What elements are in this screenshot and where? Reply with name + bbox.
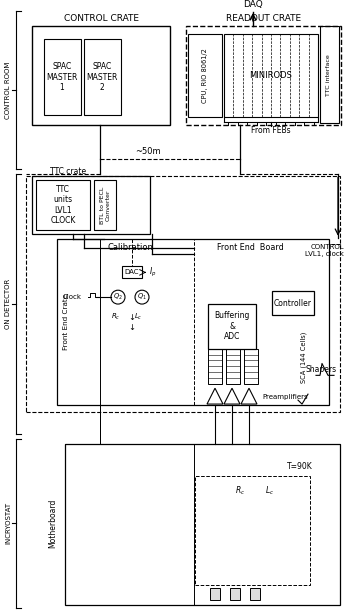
Text: Calibration: Calibration — [107, 243, 153, 252]
Bar — [224, 34, 318, 117]
Bar — [65, 443, 340, 605]
Text: ~50m: ~50m — [135, 147, 161, 156]
Text: TTC interface: TTC interface — [326, 54, 331, 96]
Text: $\downarrow$: $\downarrow$ — [126, 322, 135, 332]
Text: Front End Crate: Front End Crate — [63, 294, 69, 350]
Bar — [195, 476, 310, 585]
Bar — [208, 348, 222, 384]
Bar — [186, 26, 341, 125]
Text: $\downarrow$: $\downarrow$ — [126, 312, 135, 322]
Bar — [36, 181, 90, 230]
Text: $Q_1$: $Q_1$ — [137, 292, 147, 302]
Text: ON DETECTOR: ON DETECTOR — [5, 279, 11, 329]
Text: TTC
units
LVL1
CLOCK: TTC units LVL1 CLOCK — [50, 185, 76, 225]
Bar — [226, 348, 240, 384]
Text: Shapers: Shapers — [305, 365, 336, 374]
Bar — [32, 26, 170, 125]
Bar — [272, 291, 314, 315]
Text: $L_c$: $L_c$ — [265, 485, 275, 497]
Bar — [94, 181, 116, 230]
Text: MINIRODS: MINIRODS — [250, 71, 293, 80]
Text: INCRYOSTAT: INCRYOSTAT — [5, 502, 11, 545]
Bar — [250, 588, 260, 600]
Text: CONTROL ROOM: CONTROL ROOM — [5, 62, 11, 119]
Text: READOUT CRATE: READOUT CRATE — [226, 15, 301, 23]
Text: SPAC
MASTER
2: SPAC MASTER 2 — [86, 62, 118, 92]
Bar — [230, 588, 240, 600]
Text: CPU, RIO 8061/2: CPU, RIO 8061/2 — [202, 48, 208, 102]
Text: Clock: Clock — [63, 294, 82, 300]
Bar — [210, 588, 220, 600]
Text: SCA (144 Cells): SCA (144 Cells) — [301, 332, 307, 383]
Text: Buffering
&
ADC: Buffering & ADC — [214, 312, 250, 341]
Text: DAQ: DAQ — [243, 0, 263, 9]
Text: $R_c$: $R_c$ — [235, 485, 245, 497]
Text: $I_p$: $I_p$ — [149, 266, 157, 279]
Bar — [208, 304, 256, 348]
Bar — [244, 348, 258, 384]
Bar — [122, 267, 142, 278]
Bar — [188, 34, 222, 117]
Text: BTL to PECL
Converter: BTL to PECL Converter — [99, 187, 111, 224]
Text: $Q_2$: $Q_2$ — [113, 292, 123, 302]
Bar — [84, 38, 121, 115]
Text: $L_c$: $L_c$ — [134, 312, 142, 322]
Bar — [57, 239, 329, 405]
Text: Front End  Board: Front End Board — [216, 243, 283, 252]
Text: From FEBs: From FEBs — [251, 126, 291, 135]
Bar — [320, 26, 339, 123]
Bar — [26, 176, 340, 412]
Text: TTC crate: TTC crate — [50, 167, 86, 176]
Text: Preamplifiers: Preamplifiers — [262, 394, 308, 400]
Text: T=90K: T=90K — [287, 462, 313, 471]
Text: SPAC
MASTER
1: SPAC MASTER 1 — [46, 62, 78, 92]
Text: Controller: Controller — [274, 298, 312, 307]
Text: $R_c$: $R_c$ — [111, 312, 121, 322]
Text: Motherboard: Motherboard — [48, 498, 57, 548]
Text: CONTROL CRATE: CONTROL CRATE — [64, 15, 139, 23]
Text: DAC: DAC — [125, 270, 139, 275]
Bar — [44, 38, 81, 115]
Text: CONTROL
LVL1, clock: CONTROL LVL1, clock — [305, 244, 344, 257]
Bar — [32, 176, 150, 234]
